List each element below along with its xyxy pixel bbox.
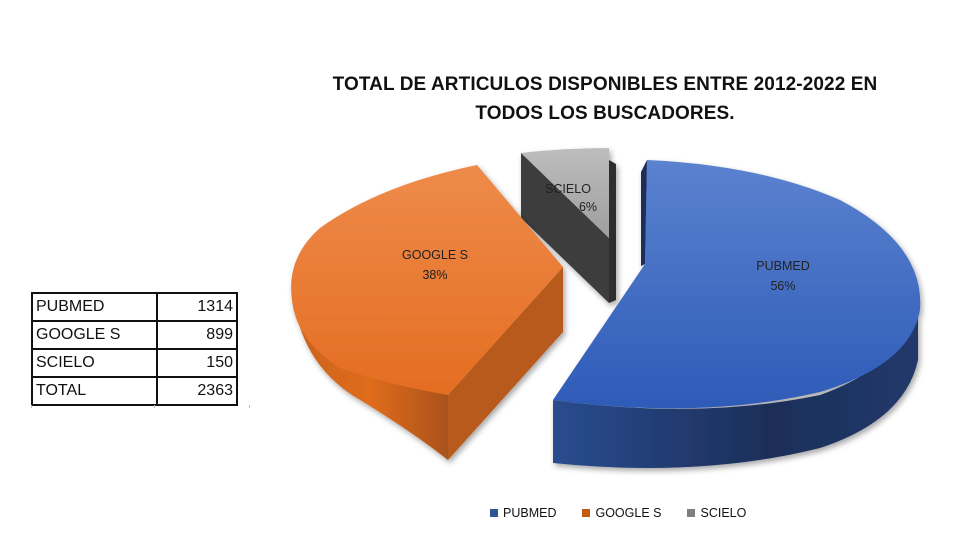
pie-slice-pubmed — [553, 160, 921, 468]
chart-title: TOTAL DE ARTICULOS DISPONIBLES ENTRE 201… — [300, 70, 910, 128]
data-label-google-s-name: GOOGLE S — [402, 248, 468, 262]
legend-swatch-pubmed — [490, 509, 498, 517]
table-row: GOOGLE S 899 — [31, 320, 238, 350]
legend-item-pubmed: PUBMED — [490, 506, 556, 520]
data-label-pubmed-percent: 56% — [770, 279, 795, 293]
legend-item-google-s: GOOGLE S — [582, 506, 661, 520]
legend-item-scielo: SCIELO — [687, 506, 746, 520]
table-cell-label: GOOGLE S — [31, 320, 158, 350]
table-cell-value: 1314 — [156, 292, 238, 322]
data-table: PUBMED 1314 GOOGLE S 899 SCIELO 150 TOTA… — [31, 292, 238, 406]
pie-slice-google-s — [291, 165, 563, 460]
table-cell-value: 150 — [156, 348, 238, 378]
data-label-scielo-percent: 6% — [579, 200, 597, 214]
table-cell-label: PUBMED — [31, 292, 158, 322]
data-label-pubmed-name: PUBMED — [756, 259, 809, 273]
chart-title-line-2: TODOS LOS BUSCADORES. — [475, 103, 735, 124]
chart-legend: PUBMED GOOGLE S SCIELO — [490, 506, 746, 520]
table-row-total: TOTAL 2363 — [31, 376, 238, 406]
data-label-scielo-name: SCIELO — [545, 182, 591, 196]
legend-label: SCIELO — [700, 506, 747, 520]
table-cell-label: SCIELO — [31, 348, 158, 378]
table-cell-value: 899 — [156, 320, 238, 350]
legend-swatch-scielo — [687, 509, 696, 517]
table-row: PUBMED 1314 — [31, 292, 238, 322]
table-cell-label: TOTAL — [31, 376, 158, 406]
legend-swatch-google-s — [582, 509, 591, 517]
pie-slice-scielo — [521, 148, 616, 303]
table-cell-value: 2363 — [156, 376, 238, 406]
table-gridline-ticks — [31, 405, 251, 409]
legend-label: PUBMED — [503, 506, 557, 520]
table-row: SCIELO 150 — [31, 348, 238, 378]
data-label-google-s-percent: 38% — [422, 268, 447, 282]
chart-title-line-1: TOTAL DE ARTICULOS DISPONIBLES ENTRE 201… — [332, 74, 878, 95]
legend-label: GOOGLE S — [595, 506, 662, 520]
